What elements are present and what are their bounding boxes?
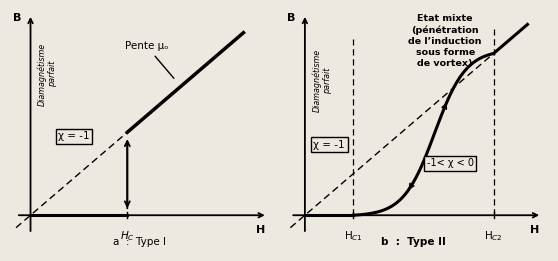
Text: Pente μₒ: Pente μₒ [125, 41, 174, 78]
Text: Diamagnétisme
parfait: Diamagnétisme parfait [37, 43, 57, 106]
Text: B: B [13, 13, 21, 23]
Text: H$_C$: H$_C$ [120, 229, 135, 242]
Text: B: B [287, 13, 296, 23]
Text: χ = -1: χ = -1 [313, 140, 345, 150]
Text: b  :  Type II: b : Type II [381, 237, 446, 247]
Text: χ = -1: χ = -1 [58, 132, 90, 141]
Text: -1< χ < 0: -1< χ < 0 [426, 158, 474, 168]
Text: H: H [530, 225, 540, 235]
Text: H$_{C2}$: H$_{C2}$ [484, 229, 503, 242]
Text: H$_{C1}$: H$_{C1}$ [344, 229, 363, 242]
Text: Etat mixte
(pénétration
de l’induction
sous forme
de vortex): Etat mixte (pénétration de l’induction s… [408, 14, 482, 68]
Text: a  :  Type I: a : Type I [113, 237, 166, 247]
Text: H: H [256, 225, 265, 235]
Text: Diamagnétisme
parfait: Diamagnétisme parfait [312, 49, 332, 112]
